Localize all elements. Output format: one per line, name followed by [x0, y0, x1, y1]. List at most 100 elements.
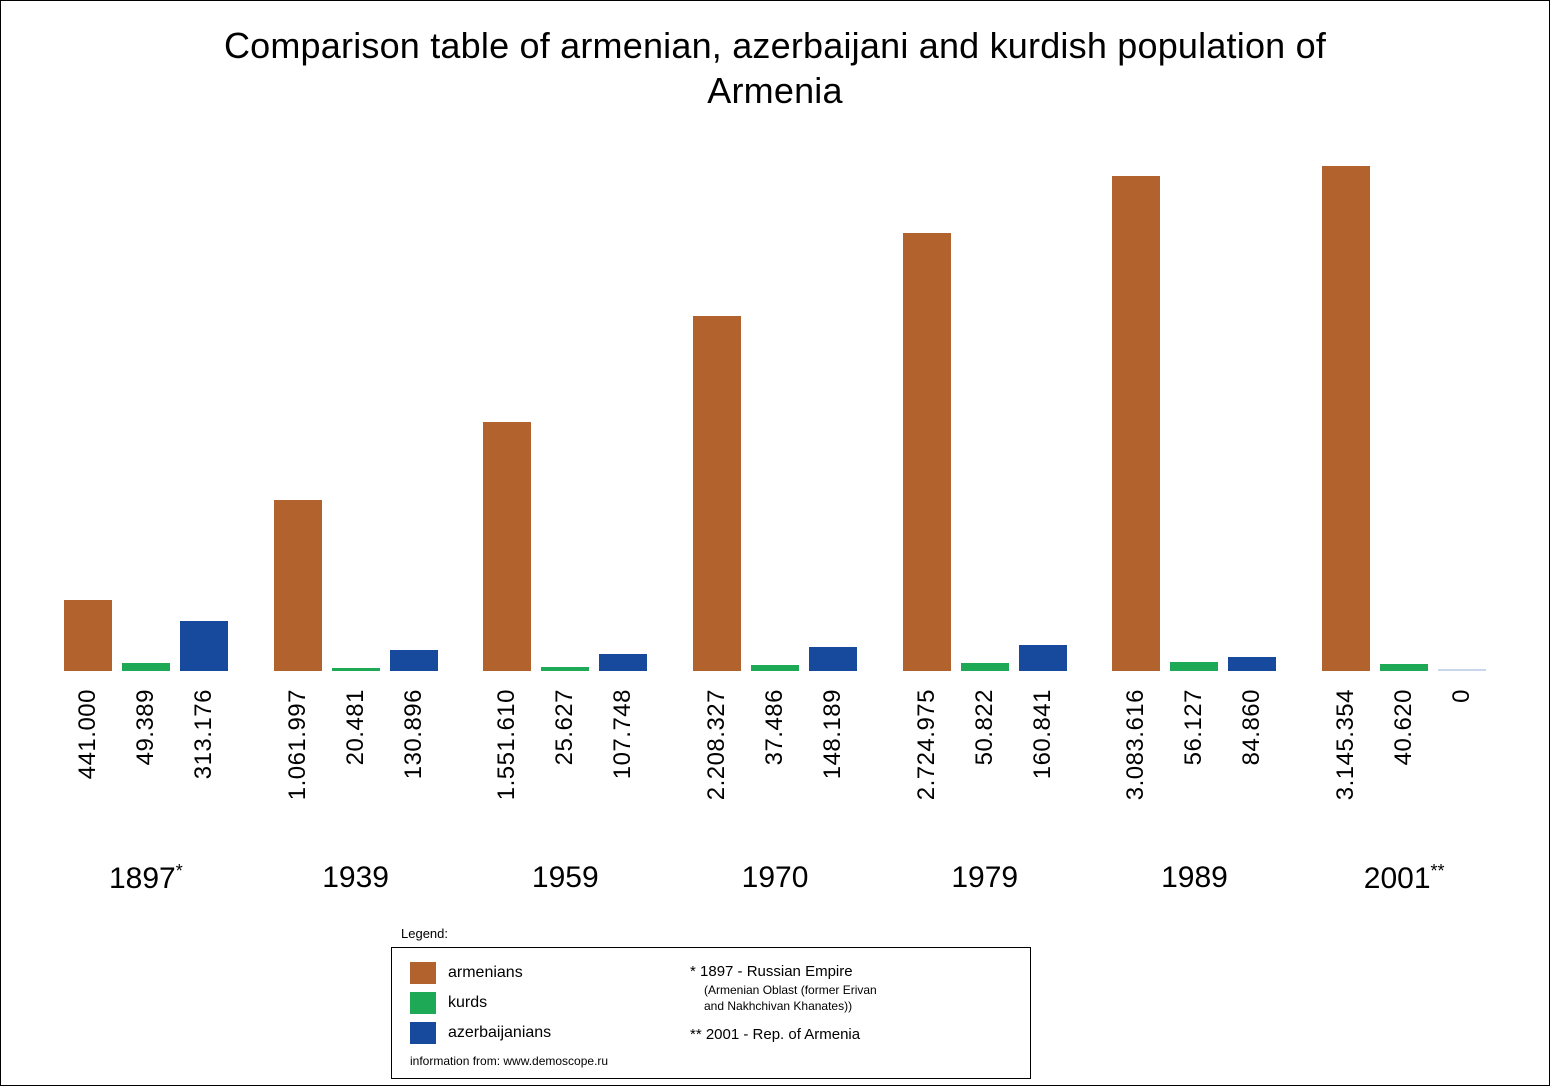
bar-1897-kurds [122, 663, 170, 671]
spacer [690, 1015, 1012, 1025]
value-label-1989-azerbaijanians: 84.860 [1228, 689, 1276, 859]
value-group-1939: 1.061.997 20.481 130.896 [251, 689, 461, 859]
value-label-1979-armenians: 2.724.975 [903, 689, 951, 859]
legend-label-armenians: armenians [448, 964, 523, 982]
legend-box: armenians kurds azerbaijanians information … [391, 947, 1031, 1079]
value-text: 441.000 [74, 689, 102, 779]
bar-group-1939 [251, 500, 461, 671]
bar-1939-armenians [274, 500, 322, 671]
value-label-1989-kurds: 56.127 [1170, 689, 1218, 859]
value-group-1897: 441.000 49.389 313.176 [41, 689, 251, 859]
value-group-1989: 3.083.616 56.127 84.860 [1090, 689, 1300, 859]
bar-1979-azerbaijanians [1019, 645, 1067, 671]
value-group-2001: 3.145.35440.6200 [1299, 689, 1509, 859]
bar-1959-armenians [483, 422, 531, 671]
year-label-1939: 1939 [251, 861, 461, 896]
value-text: 2.724.975 [913, 689, 941, 800]
value-text: 148.189 [819, 689, 847, 779]
value-labels-row: 441.000 49.389 313.176 1.061.997 20.481 130.8… [41, 689, 1509, 859]
value-text: 20.481 [342, 689, 370, 765]
year-suffix: * [176, 861, 183, 881]
year-label-1979: 1979 [880, 861, 1090, 896]
year-text: 1897 [109, 862, 176, 895]
year-label-2001: 2001** [1299, 861, 1509, 896]
value-text: 313.176 [190, 689, 218, 779]
legend-swatch-armenians [410, 962, 436, 984]
legend-series-list: armenians kurds azerbaijanians information … [410, 962, 660, 1068]
value-text: 0 [1448, 689, 1476, 703]
bar-2001-azerbaijanians [1438, 669, 1486, 671]
value-text: 3.083.616 [1122, 689, 1150, 800]
value-label-1939-kurds: 20.481 [332, 689, 380, 859]
bar-1989-armenians [1112, 176, 1160, 671]
legend-label-kurds: kurds [448, 994, 487, 1012]
bar-group-1959 [460, 422, 670, 671]
value-label-1897-armenians: 441.000 [64, 689, 112, 859]
value-label-1979-kurds: 50.822 [961, 689, 1009, 859]
bar-group-1970 [670, 316, 880, 671]
bar-2001-kurds [1380, 664, 1428, 671]
value-group-1979: 2.724.975 50.822 160.841 [880, 689, 1090, 859]
value-group-1970: 2.208.327 37.486 148.189 [670, 689, 880, 859]
legend-swatch-kurds [410, 992, 436, 1014]
value-label-2001-azerbaijanians: 0 [1438, 689, 1486, 859]
value-text: 84.860 [1238, 689, 1266, 765]
legend-note-2001: ** 2001 - Rep. of Armenia [690, 1025, 1012, 1045]
value-label-1959-kurds: 25.627 [541, 689, 589, 859]
legend-note-1897-sub2: and Nakhchivan Khanates)) [690, 998, 1012, 1014]
value-text: 130.896 [400, 689, 428, 779]
value-text: 37.486 [761, 689, 789, 765]
value-text: 160.841 [1029, 689, 1057, 779]
year-labels-row: 1897* 1939 1959 19701979 1989 2001** [41, 861, 1509, 901]
value-label-1979-azerbaijanians: 160.841 [1019, 689, 1067, 859]
value-text: 1.551.610 [493, 689, 521, 800]
legend-source: information from: www.demoscope.ru [410, 1054, 660, 1068]
bar-1970-azerbaijanians [809, 647, 857, 671]
year-text: 1959 [532, 861, 599, 894]
bar-group-1989 [1090, 176, 1300, 671]
value-label-1897-kurds: 49.389 [122, 689, 170, 859]
value-label-1959-armenians: 1.551.610 [483, 689, 531, 859]
legend-title: Legend: [401, 926, 1031, 941]
bar-1897-armenians [64, 600, 112, 671]
value-label-1939-armenians: 1.061.997 [274, 689, 322, 859]
value-text: 50.822 [971, 689, 999, 765]
bar-2001-armenians [1322, 166, 1370, 671]
legend-note-1897-sub1: (Armenian Oblast (former Erivan [690, 982, 1012, 998]
bar-1979-kurds [961, 663, 1009, 671]
value-label-1989-armenians: 3.083.616 [1112, 689, 1160, 859]
value-label-1970-azerbaijanians: 148.189 [809, 689, 857, 859]
value-group-1959: 1.551.610 25.627 107.748 [460, 689, 670, 859]
legend: Legend: armenians kurds azerbaijanians info… [391, 926, 1031, 1079]
bar-group-1979 [880, 233, 1090, 671]
year-label-1970: 1970 [670, 861, 880, 896]
legend-item-azerbaijanians: azerbaijanians [410, 1022, 660, 1044]
year-label-1959: 1959 [460, 861, 670, 896]
legend-label-azerbaijanians: azerbaijanians [448, 1024, 551, 1042]
value-label-1939-azerbaijanians: 130.896 [390, 689, 438, 859]
value-text: 1.061.997 [284, 689, 312, 800]
year-text: 1989 [1161, 861, 1228, 894]
chart-frame: Comparison table of armenian, azerbaijan… [0, 0, 1550, 1086]
bar-groups [41, 141, 1509, 671]
bar-1970-kurds [751, 665, 799, 671]
legend-item-armenians: armenians [410, 962, 660, 984]
value-text: 49.389 [132, 689, 160, 765]
bar-1897-azerbaijanians [180, 621, 228, 671]
value-label-2001-kurds: 40.620 [1380, 689, 1428, 859]
legend-notes: * 1897 - Russian Empire (Armenian Oblast… [690, 962, 1012, 1068]
chart-title: Comparison table of armenian, azerbaijan… [1, 23, 1549, 113]
bar-group-1897 [41, 600, 251, 671]
year-text: 2001 [1364, 862, 1431, 895]
bar-1939-azerbaijanians [390, 650, 438, 671]
bar-1970-armenians [693, 316, 741, 671]
value-label-1897-azerbaijanians: 313.176 [180, 689, 228, 859]
value-text: 107.748 [609, 689, 637, 779]
title-line-2: Armenia [707, 70, 842, 111]
value-text: 2.208.327 [703, 689, 731, 800]
legend-note-1897: * 1897 - Russian Empire [690, 962, 1012, 982]
value-label-1970-armenians: 2.208.327 [693, 689, 741, 859]
title-line-1: Comparison table of armenian, azerbaijan… [224, 25, 1326, 66]
value-text: 25.627 [551, 689, 579, 765]
value-label-1959-azerbaijanians: 107.748 [599, 689, 647, 859]
